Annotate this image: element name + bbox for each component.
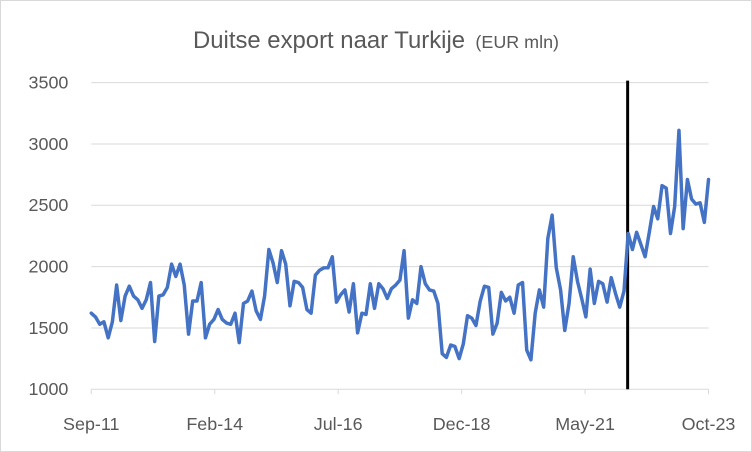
- gridlines: [91, 82, 709, 329]
- chart-title: Duitse export naar Turkije (EUR mln): [193, 27, 559, 54]
- y-tick-label: 2500: [29, 195, 69, 215]
- y-tick-label: 3500: [29, 73, 69, 93]
- x-axis-ticks: Sep-11 Feb-14 Jul-16 Dec-18 May-21 Oct-23: [63, 389, 735, 434]
- y-tick-label: 1000: [29, 379, 69, 399]
- y-tick-label: 3000: [29, 134, 69, 154]
- x-tick-label: Sep-11: [63, 414, 119, 434]
- series-line: [89, 128, 711, 362]
- x-tick-label: Oct-23: [682, 414, 736, 434]
- x-tick-label: Feb-14: [186, 414, 243, 434]
- y-tick-label: 1500: [29, 318, 69, 338]
- chart-title-main: Duitse export naar Turkije: [193, 27, 465, 54]
- x-tick-label: May-21: [555, 414, 615, 434]
- x-tick-label: Dec-18: [433, 414, 491, 434]
- chart-title-unit: (EUR mln): [475, 32, 559, 52]
- y-tick-label: 2000: [29, 257, 69, 277]
- x-tick-label: Jul-16: [314, 414, 363, 434]
- y-axis-ticks: 1000 1500 2000 2500 3000 3500: [29, 73, 69, 400]
